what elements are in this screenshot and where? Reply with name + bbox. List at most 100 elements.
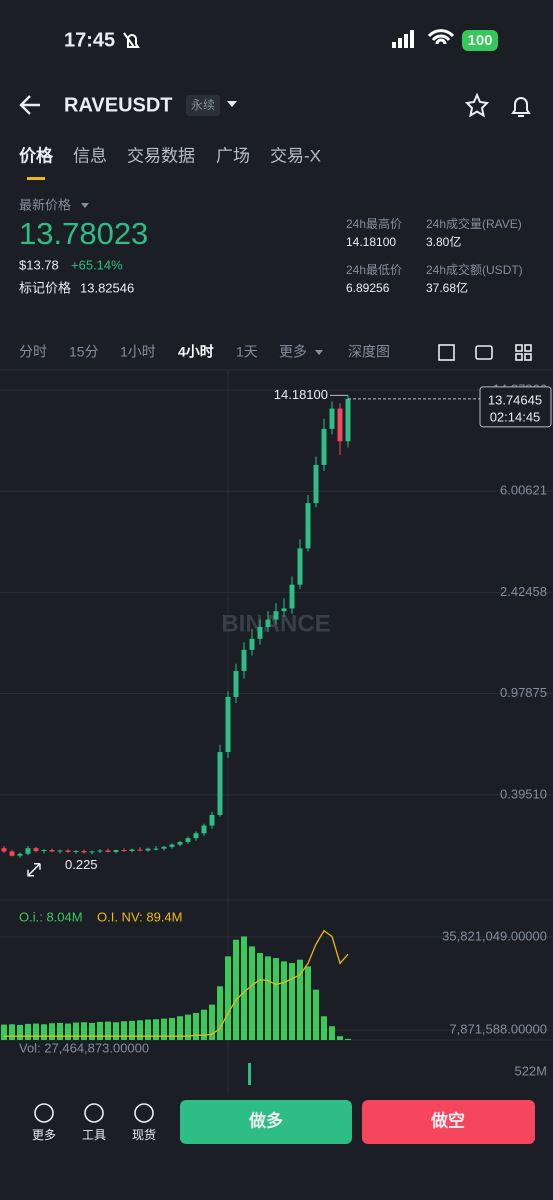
candle-body: [145, 848, 151, 851]
symbol[interactable]: RAVEUSDT: [64, 94, 173, 116]
favorite[interactable]: [464, 92, 490, 118]
candle-body: [337, 408, 343, 442]
candle-body: [65, 850, 71, 852]
legend-entry: O.i.: 8.04M: [19, 909, 83, 924]
bar: [249, 946, 255, 1040]
bar: [129, 1020, 135, 1040]
candle-body: [289, 584, 295, 609]
short-label[interactable]: 做空: [430, 1110, 465, 1130]
y-tick-label: 6.00621: [500, 483, 547, 498]
stat-label: 24h最高价: [346, 216, 402, 231]
dropdown: [315, 350, 323, 355]
long-label[interactable]: 做多: [248, 1110, 283, 1130]
stat-value: 3.80亿: [426, 234, 461, 249]
y-tick-label: 0.39510: [500, 786, 547, 801]
badge-bg: [186, 95, 220, 116]
clock: 17:45: [64, 29, 115, 51]
candle-body: [81, 850, 87, 853]
last-price: 13.78023: [19, 216, 148, 251]
candle-body: [265, 619, 271, 627]
chart-tools[interactable]: [438, 344, 532, 361]
high-label: 14.18100: [274, 387, 328, 402]
bar: [313, 989, 319, 1040]
interval[interactable]: 1小时: [120, 344, 156, 360]
candle-body: [73, 850, 79, 852]
back-button[interactable]: [19, 95, 40, 115]
bar: [57, 1022, 63, 1040]
candle-body: [49, 850, 55, 852]
last-price-label: 13.74645: [488, 392, 542, 407]
candle-body: [249, 638, 255, 650]
y-tick-label: 7,871,588.00000: [449, 1021, 547, 1036]
bar: [105, 1021, 111, 1040]
battery-level: 100: [467, 32, 492, 49]
bar: [281, 961, 287, 1040]
candle-body: [225, 696, 231, 753]
candle-body: [177, 841, 183, 845]
interval[interactable]: 更多: [279, 344, 307, 360]
candle-body: [153, 848, 159, 850]
line-series: [4, 929, 349, 1037]
countdown: 02:14:45: [490, 409, 541, 424]
bar: [273, 958, 279, 1040]
candle-body: [17, 853, 23, 856]
interval[interactable]: 15分: [69, 344, 99, 360]
candle-body: [9, 851, 15, 856]
stat-label: 24h成交量(RAVE): [426, 216, 522, 231]
bar: [337, 1036, 343, 1040]
bar: [81, 1022, 87, 1040]
alert[interactable]: [511, 97, 531, 117]
candle-body: [233, 670, 239, 697]
tab[interactable]: 交易-X: [270, 146, 321, 165]
tab[interactable]: 广场: [216, 146, 250, 165]
dropdown[interactable]: [227, 101, 237, 107]
stat-value: 6.89256: [346, 281, 390, 295]
bar: [65, 1023, 71, 1040]
tab[interactable]: 交易数据: [127, 146, 195, 165]
y-tick-label: 0.97875: [500, 685, 547, 700]
short-button[interactable]: [362, 1100, 535, 1144]
y-tick-label: 2.42458: [500, 584, 547, 599]
candle-body: [169, 844, 175, 847]
candle-body: [345, 398, 351, 442]
y-tick-label: 35,821,049.00000: [442, 928, 547, 943]
candle-body: [257, 626, 263, 639]
candle-body: [57, 850, 63, 852]
candle-body: [161, 846, 167, 849]
candle-body: [121, 850, 127, 852]
bar: [321, 1016, 327, 1040]
interval[interactable]: 4小时: [178, 344, 214, 360]
bar: [217, 986, 223, 1040]
tab[interactable]: 信息: [73, 146, 107, 165]
long-button[interactable]: [180, 1100, 352, 1144]
candle-body: [209, 814, 215, 826]
interval[interactable]: 深度图: [348, 344, 390, 360]
tab-indicator: [27, 177, 45, 180]
action-icon[interactable]: [34, 1103, 54, 1123]
action-label[interactable]: 更多: [32, 1128, 56, 1142]
candle-body: [89, 851, 95, 853]
tab[interactable]: 价格: [19, 145, 54, 165]
interval[interactable]: 分时: [19, 344, 47, 360]
action-label[interactable]: 工具: [82, 1128, 106, 1142]
bar: [265, 956, 271, 1040]
candle-body: [313, 464, 319, 504]
stat-label: 24h最低价: [346, 263, 402, 277]
stat-label: 24h成交额(USDT): [426, 262, 523, 277]
action-label[interactable]: 现货: [132, 1127, 156, 1142]
mark-label: 标记价格: [19, 280, 71, 295]
interval[interactable]: 1天: [236, 344, 258, 360]
bar: [193, 1012, 199, 1040]
mute-icon: [123, 32, 140, 48]
bar: [233, 939, 239, 1040]
bar: [41, 1024, 47, 1040]
bar: [25, 1023, 31, 1040]
candle-body: [305, 503, 311, 549]
candle-body: [41, 850, 47, 852]
action-icon[interactable]: [134, 1103, 154, 1123]
candle-body: [273, 611, 279, 620]
bar: [161, 1018, 167, 1040]
action-icon[interactable]: [84, 1103, 104, 1123]
vol-label: Vol: 27,464,873.00000: [19, 1040, 149, 1055]
wifi-icon: [427, 29, 455, 45]
